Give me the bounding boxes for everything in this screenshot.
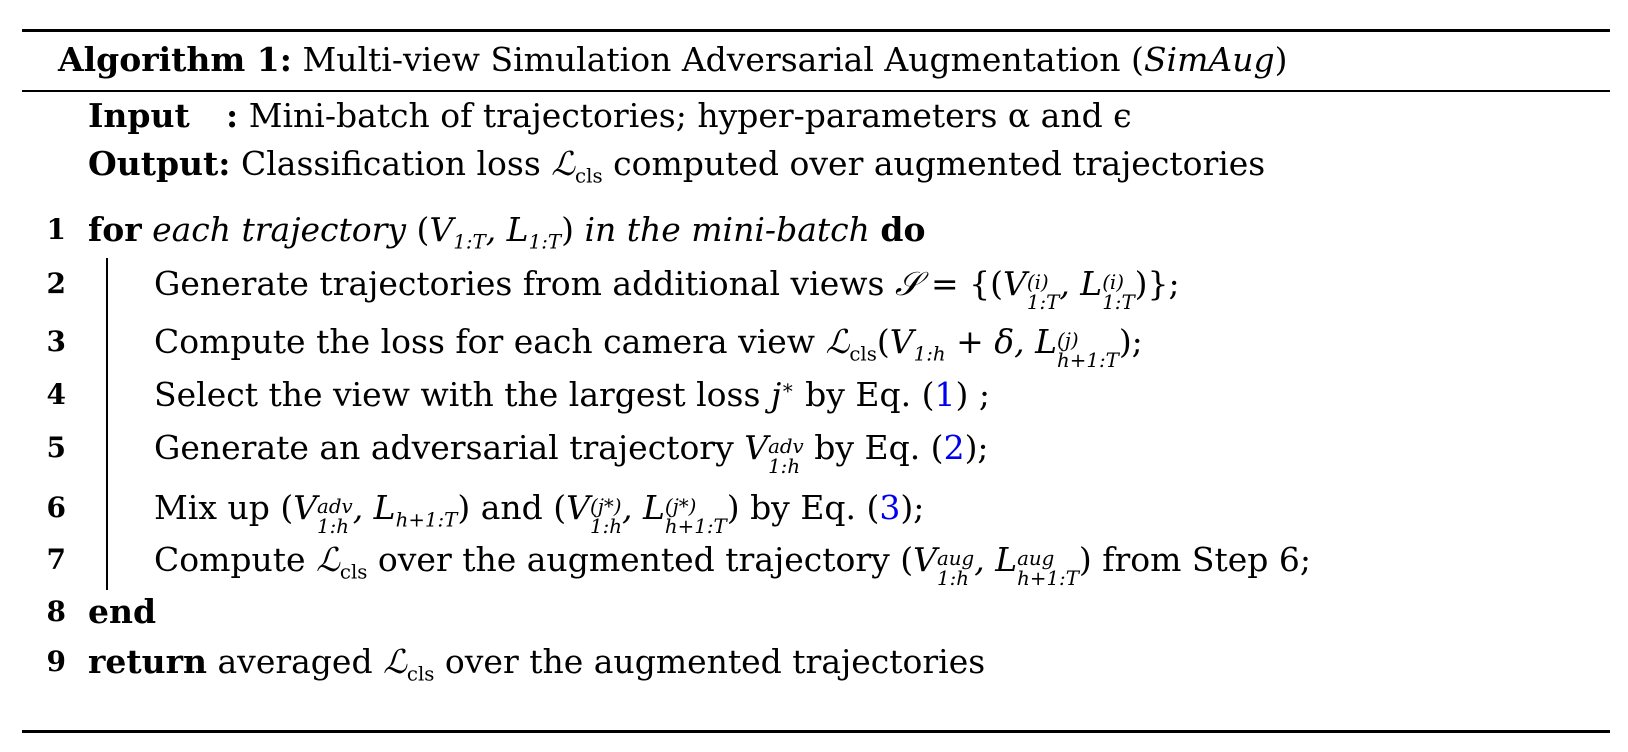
- step-4: Select the view with the largest loss j∗…: [154, 375, 990, 414]
- input-colon: :: [226, 96, 239, 135]
- top-rule: [22, 29, 1610, 32]
- math-views-set: 𝒮 = {(V (i) 1:T, L (i) 1:T)};: [894, 264, 1180, 314]
- line-number: 3: [46, 325, 66, 358]
- step-1: for each trajectory (V1:T, L1:T) in the …: [88, 210, 926, 254]
- bottom-rule: [22, 730, 1610, 733]
- step-7-text: Compute: [154, 540, 306, 579]
- math-loss-cls: ℒcls: [316, 540, 368, 584]
- eq-ref-1[interactable]: 1: [934, 375, 956, 414]
- for-block-bar: [106, 258, 108, 590]
- output-text-post: computed over augmented trajectories: [602, 144, 1266, 183]
- output-key: Output:: [88, 144, 231, 183]
- line-number: 7: [46, 543, 66, 576]
- step-5-text: Generate an adversarial trajectory: [154, 428, 734, 467]
- eq-ref-3[interactable]: 3: [879, 488, 901, 527]
- step-2-text: Generate trajectories from additional vi…: [154, 264, 885, 303]
- step-7-mid: over the augmented trajectory: [377, 540, 890, 579]
- step-4-by: by Eq.: [805, 375, 912, 414]
- math-adv-pair: (V adv 1:h, Lh+1:T): [280, 488, 471, 538]
- step-2: Generate trajectories from additional vi…: [154, 264, 1180, 314]
- line-number: 5: [46, 431, 66, 464]
- algorithm-title: Algorithm 1: Multi-view Simulation Adver…: [58, 40, 1287, 80]
- step-6-text: Mix up: [154, 488, 270, 527]
- eq-ref-2[interactable]: 2: [943, 428, 965, 467]
- algorithm-label: Algorithm 1:: [58, 40, 292, 79]
- input-text: Mini-batch of trajectories; hyper-parame…: [248, 96, 1132, 135]
- math-loss-avg: ℒcls: [383, 642, 435, 686]
- algorithm-title-suffix: ): [1274, 40, 1288, 79]
- step-3-text: Compute the loss for each camera view: [154, 322, 816, 361]
- math-jstar-pair: (V (j*) 1:h, L (j*) h+1:T): [553, 488, 740, 538]
- output-text-pre: Classification loss: [240, 144, 552, 183]
- algorithm-abbr: SimAug: [1143, 40, 1275, 79]
- step-4-text: Select the view with the largest loss: [154, 375, 761, 414]
- kw-end: end: [88, 592, 157, 631]
- output-line: Output: Classification loss ℒcls compute…: [88, 144, 1266, 186]
- step-7-end: from Step 6;: [1102, 540, 1312, 579]
- math-trajectory: (V1:T, L1:T): [416, 210, 574, 254]
- step-8: end: [88, 592, 156, 632]
- input-key: Input: [88, 96, 190, 135]
- math-jstar: j∗: [770, 375, 795, 414]
- algorithm-title-prefix: Multi-view Simulation Adversarial Augmen…: [302, 40, 1144, 79]
- step-1-text-a: each trajectory: [152, 210, 407, 249]
- step-6-and: and: [480, 488, 543, 527]
- step-1-text-b: in the mini-batch: [584, 210, 870, 249]
- step-5-by: by Eq.: [814, 428, 921, 467]
- step-7: Compute ℒcls over the augmented trajecto…: [154, 540, 1312, 590]
- step-9: return averaged ℒcls over the augmented …: [88, 642, 986, 686]
- line-number: 8: [46, 595, 66, 628]
- step-3: Compute the loss for each camera view ℒc…: [154, 322, 1143, 372]
- kw-do: do: [880, 210, 926, 249]
- math-loss-view: ℒcls(V1:h + δ, L (j) h+1:T);: [825, 322, 1143, 372]
- step-9-end: over the augmented trajectories: [444, 642, 986, 681]
- kw-for: for: [88, 210, 142, 249]
- step-6: Mix up (V adv 1:h, Lh+1:T) and (V (j*) 1:h, …: [154, 488, 925, 538]
- header-rule: [22, 90, 1610, 92]
- input-line: Input: Mini-batch of trajectories; hyper…: [88, 96, 1132, 136]
- step-9-text: averaged: [217, 642, 373, 681]
- line-number: 6: [46, 491, 66, 524]
- line-number: 9: [46, 645, 66, 678]
- line-number: 1: [46, 213, 66, 246]
- loss-symbol: ℒ: [551, 144, 576, 183]
- step-6-by: by Eq.: [750, 488, 857, 527]
- line-number: 4: [46, 378, 66, 411]
- loss-sub: cls: [575, 164, 603, 188]
- line-number: 2: [46, 267, 66, 300]
- kw-return: return: [88, 642, 207, 681]
